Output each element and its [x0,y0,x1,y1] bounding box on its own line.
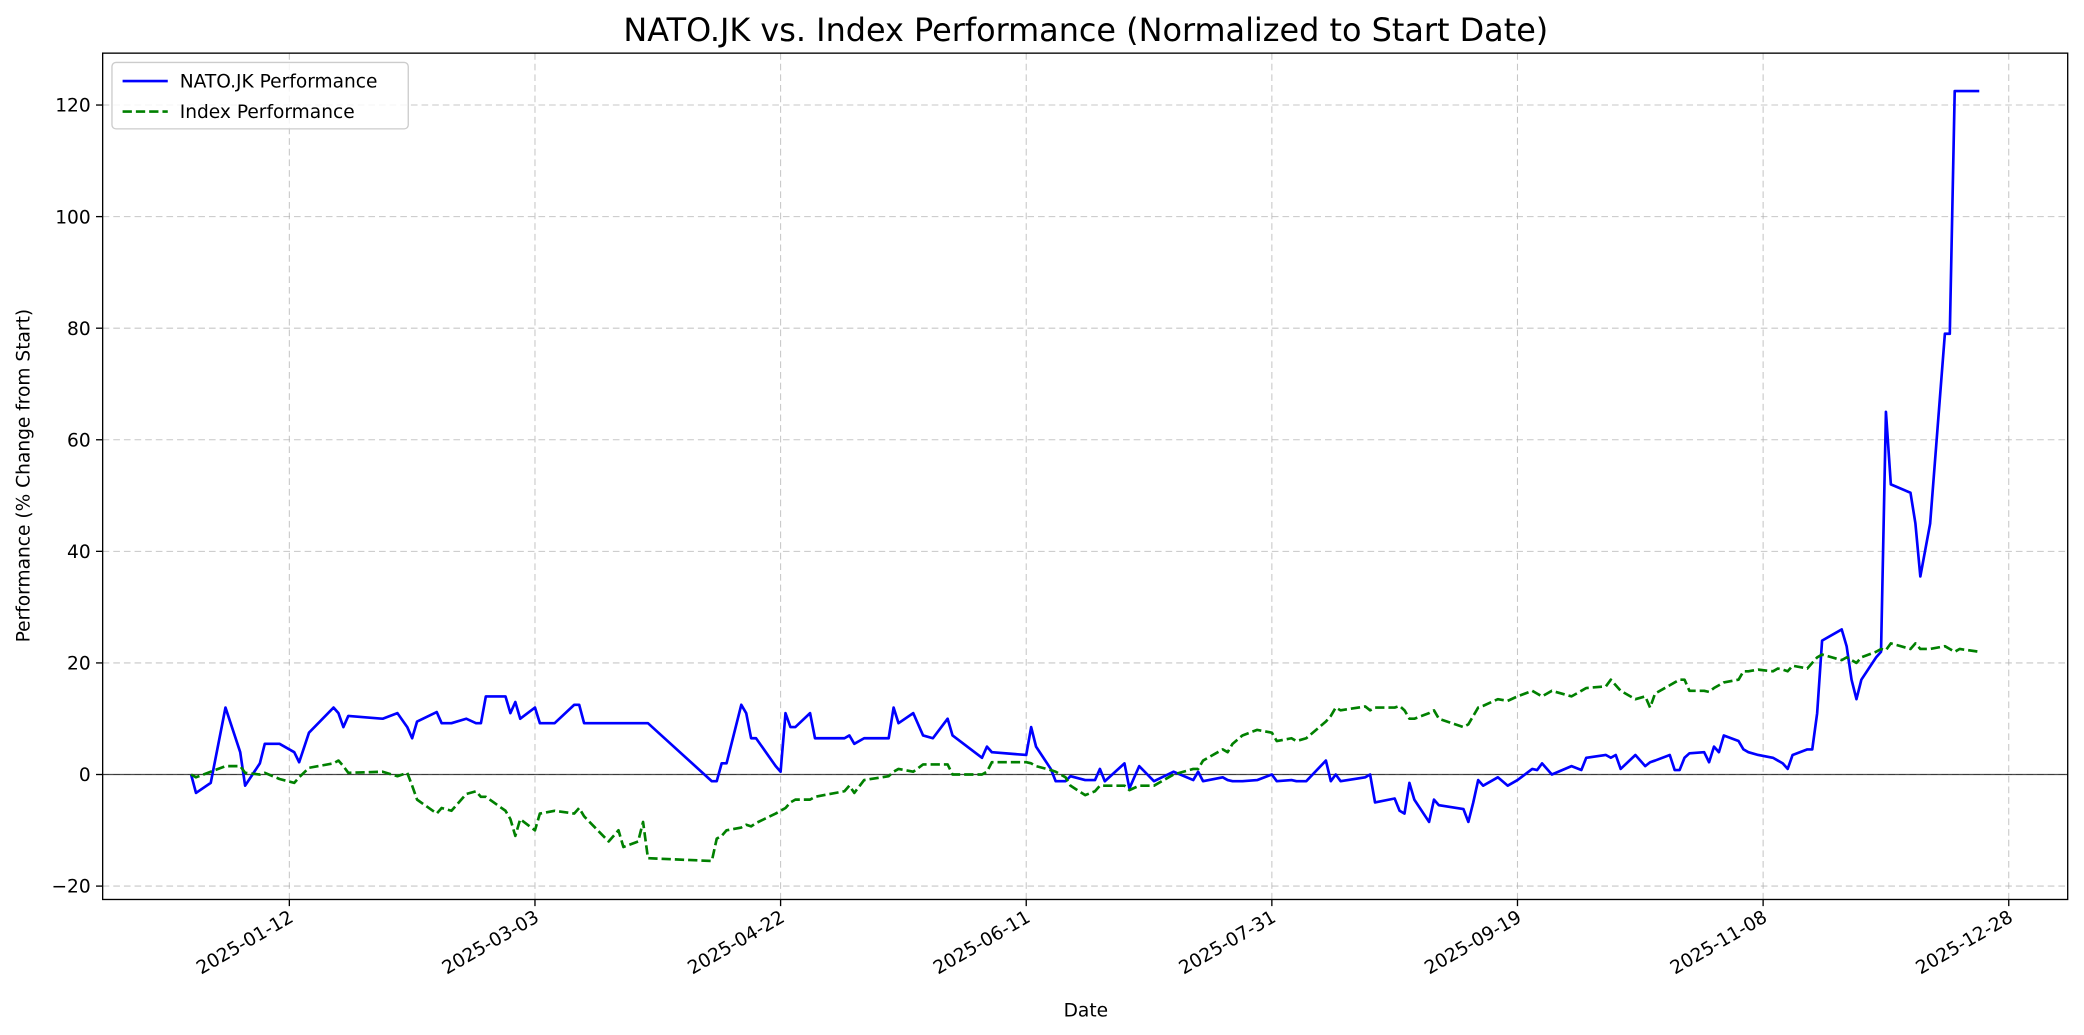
x-axis-label: Date [1064,1000,1108,1021]
plot-frame [101,52,2069,901]
y-tick-label: 40 [67,542,91,563]
y-tick-label: 0 [79,765,91,786]
legend-box [111,61,409,130]
y-tick-label: 100 [55,207,91,228]
y-tick-label: −20 [51,877,90,898]
chart-title: NATO.JK vs. Index Performance (Normalize… [623,11,1548,49]
y-tick-label: 60 [67,430,91,451]
legend-label: NATO.JK Performance [180,72,378,93]
y-axis-label: Performance (% Change from Start) [14,309,35,643]
y-tick-label: 80 [67,319,91,340]
legend-label: Index Performance [180,102,355,123]
y-tick-label: 120 [55,96,91,117]
series-line [189,89,1980,824]
series-line [190,642,1980,863]
y-tick-label: 20 [67,654,91,675]
legend: NATO.JK Performance Index Performance [111,61,409,130]
